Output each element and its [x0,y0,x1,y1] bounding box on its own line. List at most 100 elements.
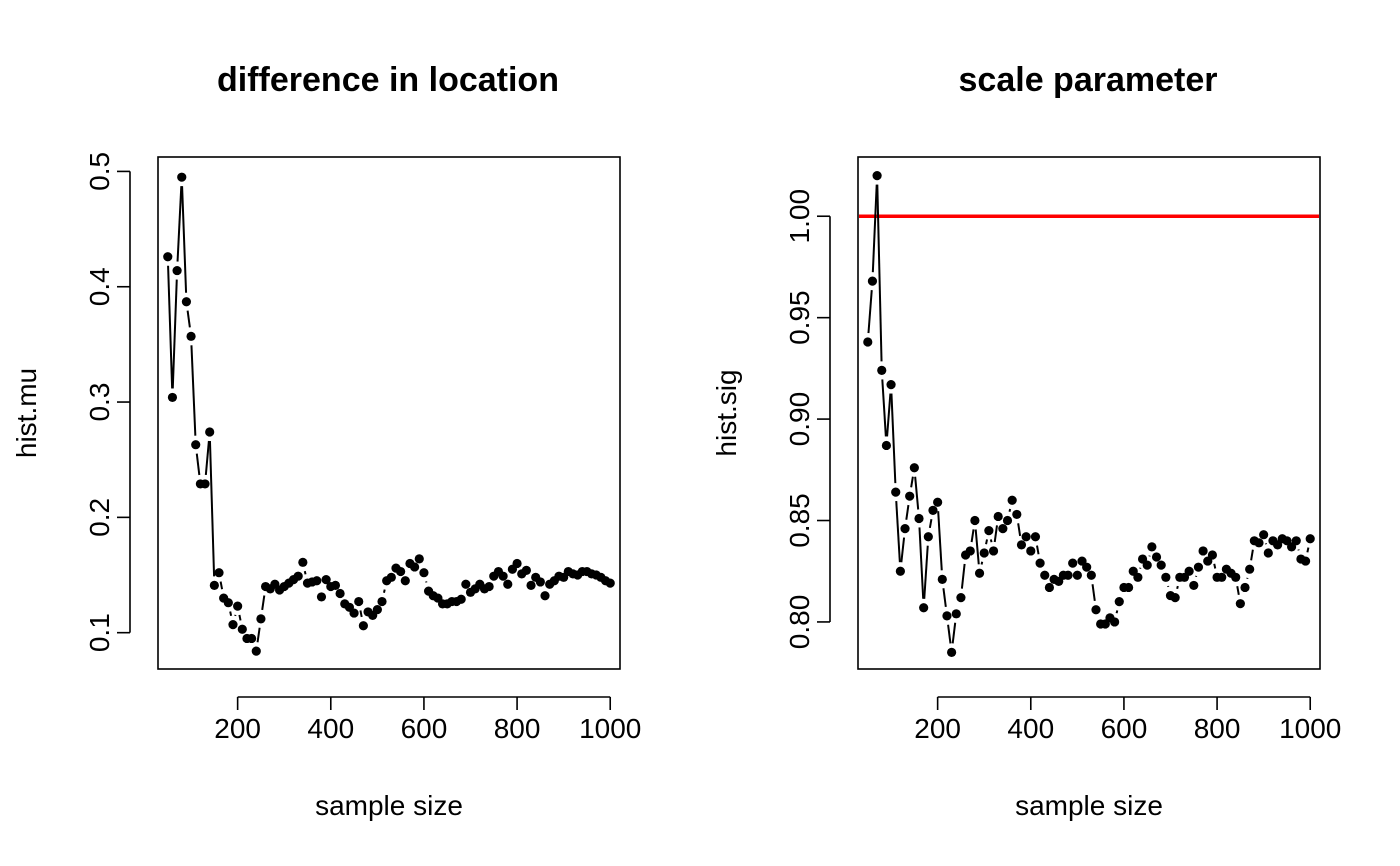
y-tick-label: 0.85 [784,493,815,548]
data-point [1007,495,1017,505]
data-point [321,575,331,585]
series-segment [886,393,892,437]
x-tick-label: 200 [214,713,261,744]
data-point [456,594,466,604]
y-tick-label: 0.95 [784,290,815,345]
data-point [1170,592,1180,603]
panel-title: scale parameter [959,61,1218,99]
series-segment [910,476,914,488]
data-point [1068,558,1078,568]
data-point [1193,562,1204,572]
data-point [1002,515,1013,526]
series-segment [993,525,998,543]
data-point [1012,509,1022,520]
data-point [316,592,327,602]
data-point [886,380,896,390]
data-point [228,620,238,630]
series-segment [1091,584,1096,601]
data-point [205,427,215,437]
data-point [1161,572,1171,582]
plot-frame [157,156,621,670]
data-point [237,624,247,634]
data-point [1291,536,1301,546]
data-point [521,565,531,576]
series-segment [1115,610,1119,614]
series-segment [914,476,920,510]
data-point [540,591,550,601]
data-point [1156,560,1166,570]
data-point [191,440,201,450]
data-point [410,562,420,572]
x-tick-label: 200 [914,713,961,744]
panel-difference-in-location: difference in location 200 400 600 800 1000 … [11,61,641,821]
data-point [1217,572,1227,582]
series-segment [937,511,943,571]
data-point [1245,564,1255,574]
y-axis-label: hist.mu [11,368,42,458]
x-tick-label: 400 [1007,713,1054,744]
series-segment [219,581,224,590]
data-point [1300,556,1311,566]
data-point [186,331,196,341]
data-point [1198,546,1208,556]
series-segment [923,545,929,599]
series-segment [951,622,957,644]
data-point [223,598,233,608]
data-point [872,171,882,181]
x-tick-label: 600 [1101,713,1148,744]
data-point [209,580,219,590]
data-point [863,337,873,347]
series-segment [905,504,910,520]
data-point [400,576,410,586]
data-point [923,532,933,542]
x-axis: 200 400 600 800 1000 [914,696,1341,744]
data-point [1040,570,1050,580]
series-segment [303,570,307,575]
y-tick-label: 0.5 [84,152,115,191]
data-point [988,546,999,556]
series-segment [195,453,201,476]
data-point [414,554,424,564]
data-point [1123,582,1134,593]
data-point [965,546,975,556]
data-point [330,580,341,590]
panel-scale-parameter: scale parameter 200 400 600 800 1000 0.800.8… [711,61,1341,821]
series-segment [1036,545,1040,555]
data-point [1016,540,1027,550]
data-point [1114,597,1124,607]
y-tick-label: 0.4 [84,267,115,306]
data-point [247,633,257,644]
data-point [947,647,957,657]
x-axis: 200 400 600 800 1000 [214,696,641,744]
data-point [251,646,261,656]
data-point [233,601,243,611]
data-point [396,566,406,577]
series-segment [1017,523,1022,537]
data-point [895,566,905,576]
data-point [998,524,1008,534]
series-segment [359,610,363,618]
data-point [312,576,322,586]
y-axis: 0.1 0.2 0.3 0.4 0.5 [84,152,131,652]
x-axis-label: sample size [1015,790,1163,821]
series-segment [900,537,906,563]
series-segment [176,186,183,262]
data-point [461,579,471,589]
data-point [993,511,1003,522]
data-point [984,526,994,536]
series-segment [871,184,878,273]
data-point [1082,562,1092,572]
series-segment [876,184,883,362]
y-axis-label: hist.sig [711,369,742,456]
data-point [1231,572,1241,582]
series-segment [1008,508,1012,512]
y-tick-label: 0.2 [84,498,115,537]
data-point [1063,570,1073,580]
y-tick-label: 1.00 [784,189,815,244]
series-segment [238,614,242,621]
data-point [535,577,545,587]
series-segment [1306,547,1310,553]
plot-frame [857,156,1321,670]
data-point [1207,550,1218,560]
